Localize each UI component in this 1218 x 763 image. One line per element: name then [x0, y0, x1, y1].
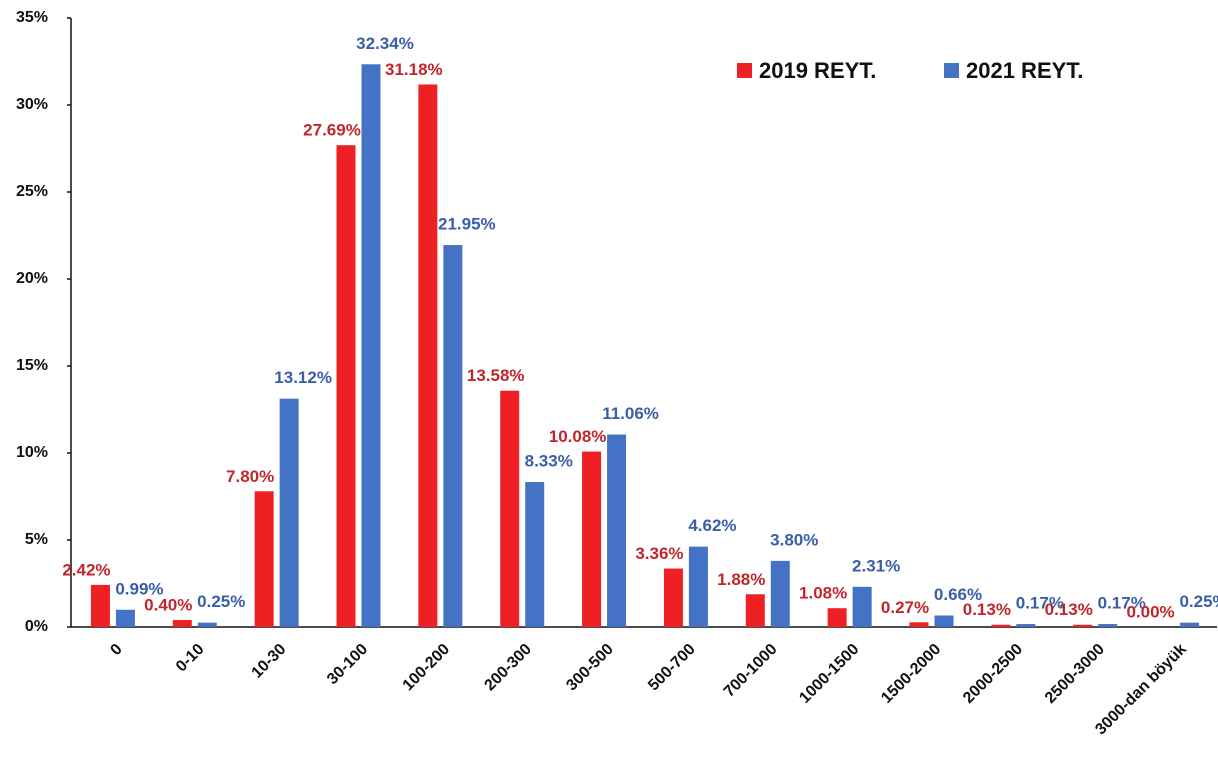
value-label: 31.18% [385, 60, 443, 79]
x-tick-label: 2000-2500 [960, 641, 1026, 707]
x-tick-label: 700-1000 [721, 641, 781, 701]
y-tick-label: 10% [16, 444, 48, 461]
value-label: 3.36% [635, 544, 683, 563]
value-label: 8.33% [525, 452, 573, 471]
x-tick-label: 100-200 [400, 641, 454, 695]
bar [279, 398, 299, 627]
legend-label: 2019 REYT. [759, 58, 876, 83]
value-label: 13.12% [274, 368, 332, 387]
bar [934, 615, 954, 627]
bar [688, 546, 708, 627]
value-label: 0.66% [934, 585, 982, 604]
bar [852, 586, 872, 627]
bar [361, 64, 381, 627]
value-label: 0.25% [197, 592, 245, 611]
bar [115, 609, 135, 627]
bar [827, 608, 847, 627]
bar [525, 482, 545, 627]
bar [1180, 622, 1200, 627]
x-tick-label: 500-700 [645, 641, 699, 695]
value-label: 1.08% [799, 584, 847, 603]
value-label: 32.34% [356, 34, 414, 53]
bar [197, 622, 217, 627]
bar [607, 434, 627, 627]
value-label: 10.08% [549, 427, 607, 446]
x-tick-label: 0-10 [173, 641, 208, 676]
legend-label: 2021 REYT. [966, 58, 1083, 83]
y-tick-label: 0% [25, 618, 48, 635]
x-tick-label: 0 [107, 641, 125, 659]
value-label: 3.80% [770, 530, 818, 549]
y-tick-label: 35% [16, 9, 48, 26]
value-label: 0.00% [1126, 602, 1174, 621]
value-label: 2.31% [852, 556, 900, 575]
bar [909, 622, 929, 627]
bar [770, 560, 790, 627]
y-tick-label: 25% [16, 183, 48, 200]
x-tick-label: 1500-2000 [878, 641, 944, 707]
bar [254, 491, 274, 627]
bar [1073, 624, 1093, 627]
y-tick-label: 30% [16, 96, 48, 113]
x-tick-label: 2500-3000 [1042, 641, 1108, 707]
value-label: 7.80% [226, 467, 274, 486]
x-tick-label: 3000-dan böyük [1092, 641, 1190, 739]
bar [443, 245, 463, 627]
value-label: 27.69% [303, 121, 361, 140]
value-label: 2.42% [62, 560, 110, 579]
y-tick-label: 5% [25, 531, 48, 548]
value-label: 0.17% [1098, 594, 1146, 613]
value-label: 0.13% [963, 600, 1011, 619]
value-label: 0.25% [1179, 592, 1218, 611]
bar [582, 451, 602, 627]
y-tick-label: 15% [16, 357, 48, 374]
legend-swatch [737, 63, 752, 78]
bar [991, 624, 1011, 627]
value-label: 4.62% [688, 516, 736, 535]
x-tick-label: 200-300 [481, 641, 535, 695]
bar [1016, 624, 1036, 627]
value-label: 0.27% [881, 598, 929, 617]
y-tick-label: 20% [16, 270, 48, 287]
value-label: 0.17% [1016, 594, 1064, 613]
value-label: 0.13% [1045, 600, 1093, 619]
bar [336, 145, 356, 627]
value-label: 13.58% [467, 366, 525, 385]
bar [663, 568, 683, 627]
value-label: 11.06% [602, 404, 659, 423]
bar [745, 594, 765, 627]
x-tick-label: 300-500 [563, 641, 617, 695]
value-label: 1.88% [717, 570, 765, 589]
x-tick-label: 10-30 [248, 641, 289, 682]
value-label: 0.99% [115, 579, 163, 598]
value-label: 0.40% [144, 596, 192, 615]
value-label: 21.95% [438, 215, 496, 234]
bar [90, 584, 110, 627]
x-tick-label: 1000-1500 [796, 641, 862, 707]
bar [500, 390, 520, 627]
bar [418, 84, 438, 627]
bar [1098, 624, 1118, 627]
legend-swatch [944, 63, 959, 78]
x-tick-label: 30-100 [324, 641, 371, 688]
bar [172, 620, 192, 627]
